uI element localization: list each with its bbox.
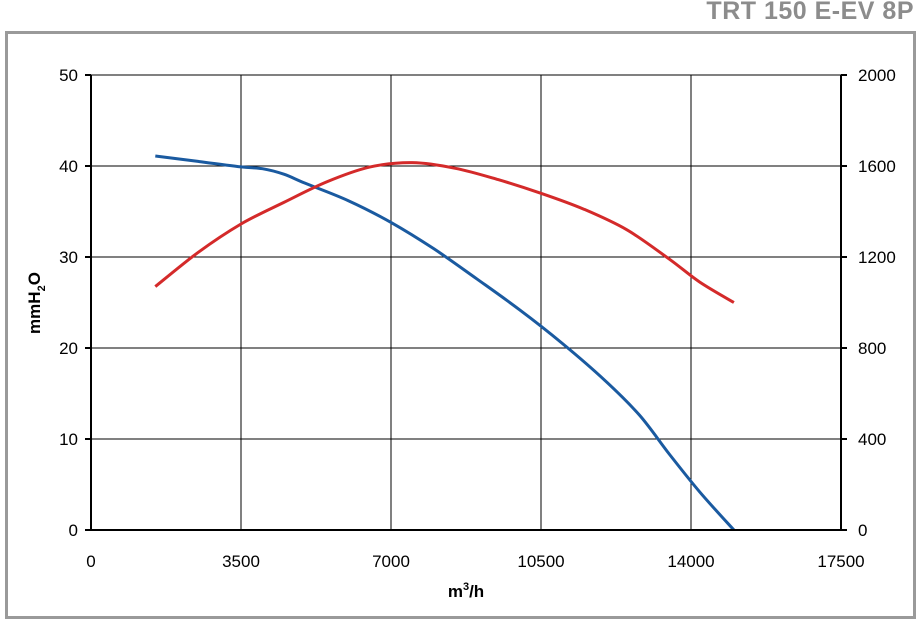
chart-title: TRT 150 E-EV 8P: [706, 0, 914, 25]
series-line-blue: [155, 154, 736, 532]
x-tick-label: 10500: [517, 552, 564, 571]
x-tick-label: 3500: [222, 552, 260, 571]
y2-tick-label: 400: [858, 430, 886, 449]
y-tick-labels: 0 10 20 30 40 50: [59, 66, 78, 540]
x-tick-label: 17500: [817, 552, 864, 571]
chart-frame: [5, 31, 916, 619]
y-tick-label: 20: [59, 339, 78, 358]
series-line-red: [154, 161, 735, 304]
grid-lines: [91, 74, 841, 530]
y-axis-label: mmH2O: [25, 272, 48, 334]
series-lines: [154, 154, 736, 532]
axes: [85, 74, 847, 531]
y2-tick-label: 0: [858, 521, 867, 540]
y2-tick-label: 1200: [858, 248, 896, 267]
x-tick-label: 0: [86, 552, 95, 571]
x-axis-label: m3/h: [448, 581, 484, 601]
y-tick-label: 50: [59, 66, 78, 85]
x-tick-label: 14000: [667, 552, 714, 571]
y-tick-label: 30: [59, 248, 78, 267]
y2-tick-label: 2000: [858, 66, 896, 85]
x-tick-label: 7000: [372, 552, 410, 571]
x-tick-labels: 0 3500 7000 10500 14000 17500: [86, 552, 864, 571]
y2-tick-label: 800: [858, 339, 886, 358]
y2-tick-label: 1600: [858, 157, 896, 176]
y-tick-label: 0: [69, 521, 78, 540]
y-tick-label: 10: [59, 430, 78, 449]
y-tick-label: 40: [59, 157, 78, 176]
y2-tick-labels: 0 400 800 1200 1600 2000: [858, 66, 896, 540]
